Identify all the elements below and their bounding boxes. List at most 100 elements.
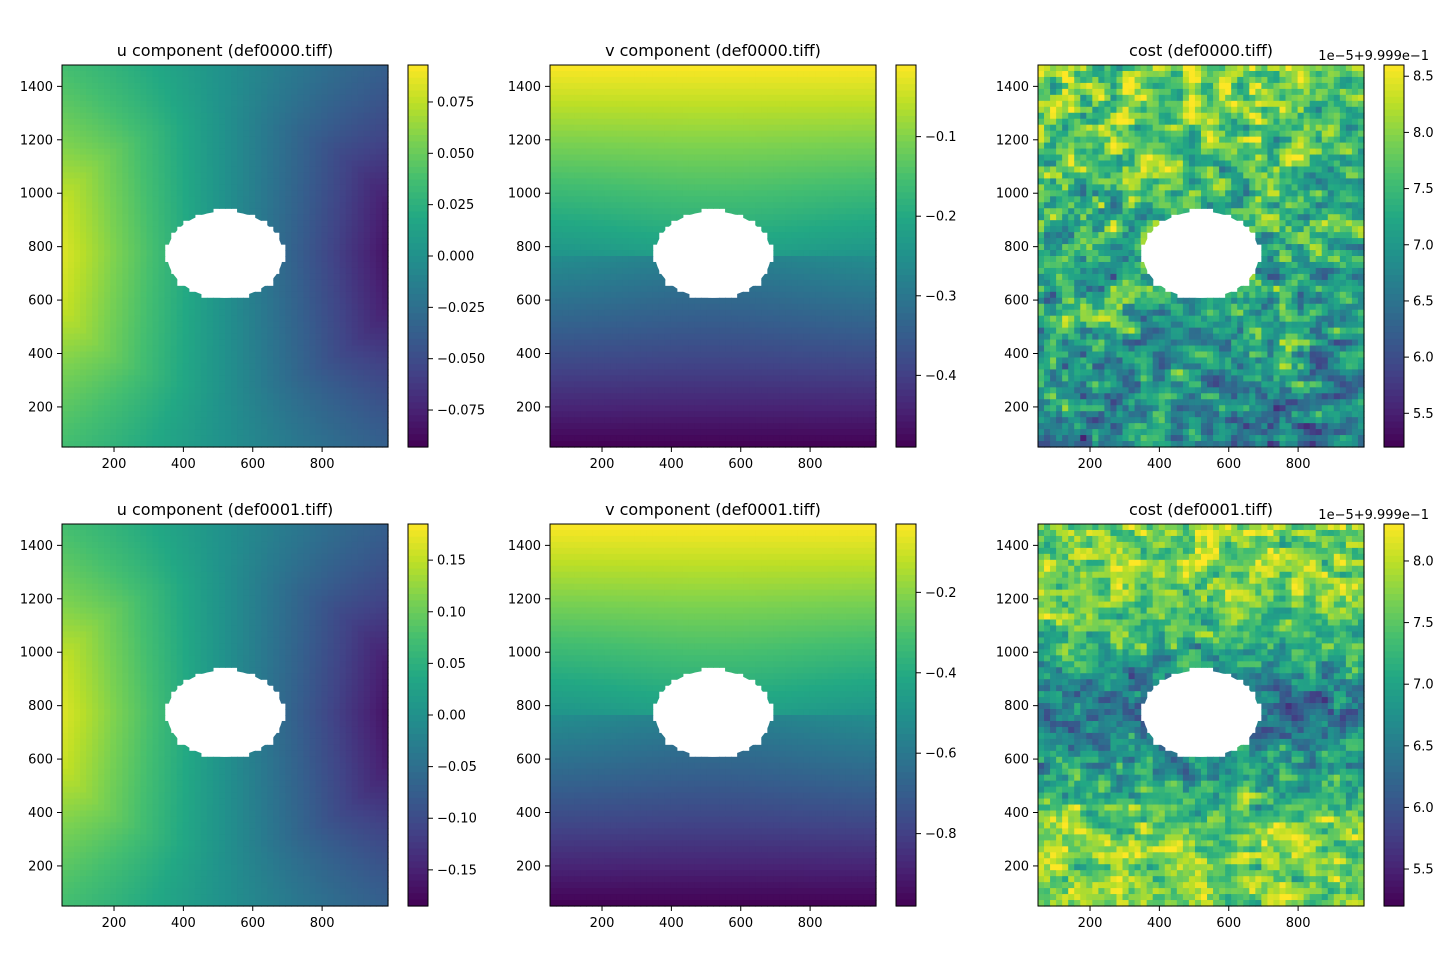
heatmap-cell [592,202,599,209]
heatmap-cell [152,250,160,257]
colorbar-segment [408,402,428,410]
heatmap-cell [628,387,636,394]
heatmap-cell [146,184,154,191]
heatmap-cell [694,65,702,72]
heatmap-cell [664,291,672,299]
heatmap-cell [267,118,274,126]
heatmap-cell [658,291,666,299]
heatmap-cell [279,423,286,430]
heatmap-cell [622,345,630,353]
heatmap-cell [658,118,666,126]
heatmap-cell [640,142,648,150]
heatmap-cell [212,190,220,197]
heatmap-cell [231,429,238,436]
heatmap-cell [62,357,69,365]
heatmap-cell [237,387,244,394]
heatmap-cell [616,154,624,162]
heatmap-cell [321,339,329,347]
heatmap-cell [592,220,599,227]
heatmap-cell [363,267,371,275]
heatmap-cell [670,327,678,335]
heatmap-cell [592,160,599,168]
heatmap-cell [339,100,347,108]
heatmap-cell [339,435,347,442]
heatmap-cell [128,208,136,215]
heatmap-cell [267,303,274,311]
heatmap-cell [357,387,365,394]
heatmap-cell [682,76,690,84]
heatmap-cell [351,333,359,341]
heatmap-cell [652,297,660,305]
heatmap-cell [550,363,557,371]
heatmap-cell [339,417,347,424]
heatmap-cell [182,202,190,209]
heatmap-cell [580,220,587,227]
heatmap-cell [550,100,557,108]
heatmap-cell [152,333,160,341]
heatmap-cell [303,184,311,191]
heatmap-cell [122,393,130,400]
heatmap-cell [616,94,624,102]
heatmap-cell [682,190,690,197]
heatmap-cell [134,232,142,239]
heatmap-cell [646,279,654,287]
colorbar-segment [408,370,428,378]
heatmap-cell [104,315,111,323]
heatmap-cell [652,65,660,72]
heatmap-cell [128,106,136,114]
heatmap-cell [556,124,563,132]
heatmap-cell [580,279,587,287]
heatmap-cell [273,106,280,114]
heatmap-cell [86,232,93,239]
heatmap-cell [664,220,672,227]
heatmap-cell [586,375,593,382]
heatmap-cell [333,423,341,430]
heatmap-cell [249,405,256,412]
heatmap-cell [218,118,226,126]
heatmap-cell [682,429,690,436]
heatmap-cell [249,148,256,156]
heatmap-cell [664,441,672,448]
heatmap-cell [381,142,389,150]
heatmap-cell [634,100,642,108]
heatmap-cell [652,70,660,78]
heatmap-cell [369,106,377,114]
heatmap-cell [182,118,190,126]
heatmap-cell [225,429,232,436]
heatmap-cell [357,303,365,311]
heatmap-cell [98,321,105,329]
heatmap-cell [170,399,178,406]
heatmap-cell [273,142,280,150]
heatmap-cell [568,106,575,114]
heatmap-cell [713,309,720,317]
heatmap-cell [375,285,383,293]
heatmap-cell [206,65,214,72]
heatmap-cell [243,154,250,162]
heatmap-cell [369,375,377,382]
heatmap-cell [598,172,605,180]
heatmap-cell [261,363,268,371]
heatmap-cell [688,184,696,191]
heatmap-cell [676,351,684,359]
heatmap-cell [375,244,383,251]
heatmap-cell [309,291,317,299]
heatmap-cell [610,315,618,323]
heatmap-cell [568,208,575,215]
heatmap-cell [206,202,214,209]
heatmap-cell [273,303,280,311]
heatmap-cell [285,345,293,353]
heatmap-cell [146,100,154,108]
heatmap-cell [634,65,642,72]
heatmap-cell [128,76,136,84]
heatmap-cell [592,279,599,287]
heatmap-cell [231,154,238,162]
heatmap-cell [562,178,569,185]
heatmap-cell [140,100,148,108]
heatmap-cell [562,208,569,215]
heatmap-cell [303,226,311,233]
heatmap-cell [291,154,299,162]
heatmap-cell [634,244,642,251]
heatmap-cell [315,238,323,245]
heatmap-cell [194,405,202,412]
heatmap-cell [309,417,317,424]
